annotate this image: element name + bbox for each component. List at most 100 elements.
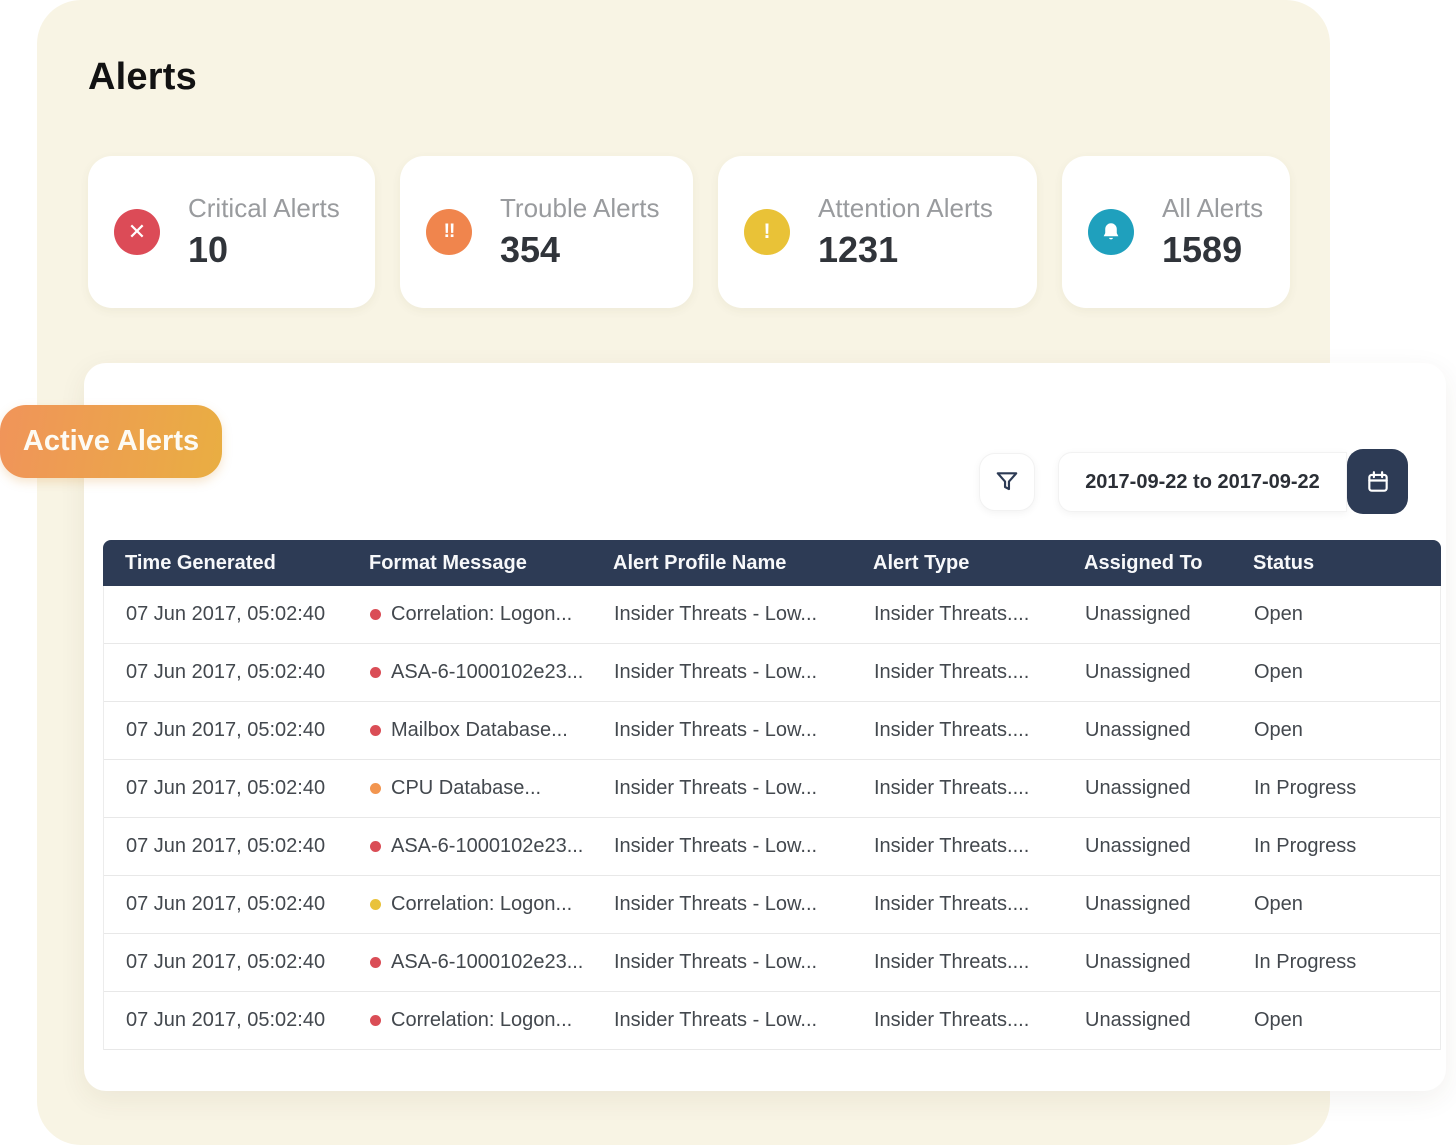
cell-time: 07 Jun 2017, 05:02:40 <box>126 893 326 915</box>
cell-type: Insider Threats.... <box>874 777 1030 799</box>
message-text: ASA-6-1000102e23... <box>391 835 584 857</box>
double-exclamation-icon: !! <box>426 209 472 255</box>
table-row[interactable]: 07 Jun 2017, 05:02:40 Correlation: Logon… <box>104 992 1440 1050</box>
cell-message: Mailbox Database... <box>370 719 614 742</box>
col-header-message: Format Message <box>369 551 527 574</box>
active-alerts-label: Active Alerts <box>22 425 200 457</box>
table-row[interactable]: 07 Jun 2017, 05:02:40 Correlation: Logon… <box>104 876 1440 934</box>
icon-glyph: !! <box>443 221 456 242</box>
filter-icon <box>996 472 1018 491</box>
message-text: ASA-6-1000102e23... <box>391 951 584 973</box>
cell-message: ASA-6-1000102e23... <box>370 835 614 858</box>
filter-button[interactable] <box>979 453 1035 511</box>
stat-label: Trouble Alerts <box>500 193 660 223</box>
date-range-input[interactable]: 2017-09-22 to 2017-09-22 <box>1058 452 1347 512</box>
message-text: Correlation: Logon... <box>391 1009 573 1031</box>
cell-status: In Progress <box>1254 951 1357 973</box>
cell-message: Correlation: Logon... <box>370 893 614 916</box>
page-title: Alerts <box>88 56 197 98</box>
stat-card-critical[interactable]: ✕ Critical Alerts 10 <box>88 156 375 308</box>
severity-dot-icon <box>370 841 381 852</box>
bell-icon-svg <box>1103 223 1119 240</box>
message-text: Mailbox Database... <box>391 719 568 741</box>
stat-value: 354 <box>500 229 561 270</box>
stat-text: Attention Alerts 1231 <box>818 193 993 271</box>
cell-type: Insider Threats.... <box>874 893 1030 915</box>
cell-status: Open <box>1254 719 1303 741</box>
cell-type: Insider Threats.... <box>874 835 1030 857</box>
cell-type: Insider Threats.... <box>874 951 1030 973</box>
cell-time: 07 Jun 2017, 05:02:40 <box>126 603 326 625</box>
stat-card-all[interactable]: All Alerts 1589 <box>1062 156 1290 308</box>
severity-dot-icon <box>370 957 381 968</box>
icon-glyph: ✕ <box>127 219 147 244</box>
stat-text: All Alerts 1589 <box>1162 193 1263 271</box>
severity-dot-icon <box>370 725 381 736</box>
cell-assigned: Unassigned <box>1085 951 1191 973</box>
cell-profile: Insider Threats - Low... <box>614 1009 818 1031</box>
message-text: Correlation: Logon... <box>391 893 573 915</box>
message-text: ASA-6-1000102e23... <box>391 661 584 683</box>
cell-type: Insider Threats.... <box>874 661 1030 683</box>
stat-label: Critical Alerts <box>188 193 340 223</box>
severity-dot-icon <box>370 1015 381 1026</box>
cell-profile: Insider Threats - Low... <box>614 661 818 683</box>
table-row[interactable]: 07 Jun 2017, 05:02:40 CPU Database... In… <box>104 760 1440 818</box>
cell-assigned: Unassigned <box>1085 719 1191 741</box>
cell-time: 07 Jun 2017, 05:02:40 <box>126 1009 326 1031</box>
cell-status: Open <box>1254 661 1303 683</box>
cell-type: Insider Threats.... <box>874 719 1030 741</box>
cell-type: Insider Threats.... <box>874 603 1030 625</box>
cell-time: 07 Jun 2017, 05:02:40 <box>126 661 326 683</box>
cell-assigned: Unassigned <box>1085 1009 1191 1031</box>
cell-status: In Progress <box>1254 777 1357 799</box>
table-row[interactable]: 07 Jun 2017, 05:02:40 ASA-6-1000102e23..… <box>104 818 1440 876</box>
cell-time: 07 Jun 2017, 05:02:40 <box>126 951 326 973</box>
cell-profile: Insider Threats - Low... <box>614 835 818 857</box>
active-alerts-tab[interactable]: Active Alerts <box>0 405 222 478</box>
table-row[interactable]: 07 Jun 2017, 05:02:40 Mailbox Database..… <box>104 702 1440 760</box>
cell-profile: Insider Threats - Low... <box>614 719 818 741</box>
col-header-type: Alert Type <box>873 551 970 574</box>
stat-text: Trouble Alerts 354 <box>500 193 659 271</box>
cell-assigned: Unassigned <box>1085 835 1191 857</box>
cell-time: 07 Jun 2017, 05:02:40 <box>126 835 326 857</box>
stat-card-trouble[interactable]: !! Trouble Alerts 354 <box>400 156 693 308</box>
stat-value: 1589 <box>1162 229 1243 270</box>
cell-status: Open <box>1254 893 1303 915</box>
calendar-button[interactable] <box>1347 449 1408 514</box>
cell-status: Open <box>1254 1009 1303 1031</box>
cell-assigned: Unassigned <box>1085 777 1191 799</box>
table-row[interactable]: 07 Jun 2017, 05:02:40 ASA-6-1000102e23..… <box>104 644 1440 702</box>
stat-value: 10 <box>188 229 229 270</box>
stat-text: Critical Alerts 10 <box>188 193 340 271</box>
stat-label: All Alerts <box>1162 193 1264 223</box>
calendar-icon <box>1367 470 1388 492</box>
cell-status: Open <box>1254 603 1303 625</box>
close-icon: ✕ <box>114 209 160 255</box>
severity-dot-icon <box>370 783 381 794</box>
table-header: Time Generated Format Message Alert Prof… <box>103 540 1441 586</box>
cell-profile: Insider Threats - Low... <box>614 893 818 915</box>
message-text: CPU Database... <box>391 777 542 799</box>
table-row[interactable]: 07 Jun 2017, 05:02:40 ASA-6-1000102e23..… <box>104 934 1440 992</box>
date-range-value: 2017-09-22 to 2017-09-22 <box>1085 470 1320 493</box>
cell-assigned: Unassigned <box>1085 603 1191 625</box>
bell-icon <box>1088 209 1134 255</box>
col-header-profile: Alert Profile Name <box>613 551 787 574</box>
cell-message: CPU Database... <box>370 777 614 800</box>
alerts-table: Time Generated Format Message Alert Prof… <box>103 540 1441 1050</box>
cell-profile: Insider Threats - Low... <box>614 777 818 799</box>
exclamation-icon: ! <box>744 209 790 255</box>
stat-card-attention[interactable]: ! Attention Alerts 1231 <box>718 156 1037 308</box>
table-body: 07 Jun 2017, 05:02:40 Correlation: Logon… <box>103 586 1441 1050</box>
cell-assigned: Unassigned <box>1085 661 1191 683</box>
col-header-status: Status <box>1253 551 1315 574</box>
cell-profile: Insider Threats - Low... <box>614 603 818 625</box>
severity-dot-icon <box>370 667 381 678</box>
message-text: Correlation: Logon... <box>391 603 573 625</box>
table-row[interactable]: 07 Jun 2017, 05:02:40 Correlation: Logon… <box>104 586 1440 644</box>
severity-dot-icon <box>370 609 381 620</box>
col-header-time: Time Generated <box>125 551 276 574</box>
